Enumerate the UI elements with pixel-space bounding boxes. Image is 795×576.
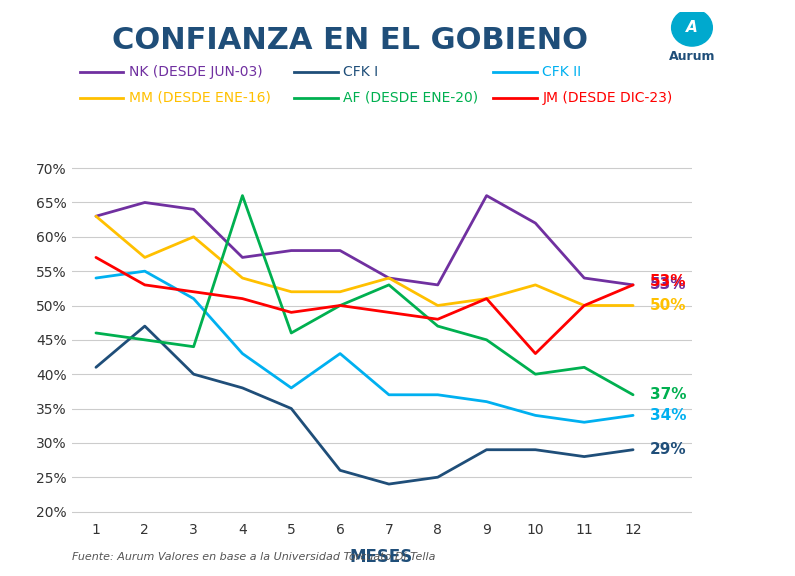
Text: NK (DESDE JUN-03): NK (DESDE JUN-03): [129, 65, 262, 79]
Text: CFK I: CFK I: [343, 65, 378, 79]
Text: JM (DESDE DIC-23): JM (DESDE DIC-23): [542, 91, 673, 105]
Text: Fuente: Aurum Valores en base a la Universidad Torcuato Di Tella: Fuente: Aurum Valores en base a la Unive…: [72, 552, 435, 562]
Text: 29%: 29%: [650, 442, 687, 457]
Text: 34%: 34%: [650, 408, 687, 423]
Text: CONFIANZA EN EL GOBIENO: CONFIANZA EN EL GOBIENO: [112, 26, 588, 55]
Text: AF (DESDE ENE-20): AF (DESDE ENE-20): [343, 91, 479, 105]
Text: Aurum: Aurum: [669, 50, 716, 63]
Circle shape: [672, 9, 712, 46]
Text: CFK II: CFK II: [542, 65, 581, 79]
Text: 53%: 53%: [650, 278, 687, 293]
Text: 53%: 53%: [650, 274, 687, 289]
X-axis label: MESES: MESES: [350, 548, 413, 566]
Text: MM (DESDE ENE-16): MM (DESDE ENE-16): [129, 91, 270, 105]
Text: 37%: 37%: [650, 387, 687, 402]
Text: A: A: [686, 20, 698, 35]
Text: 50%: 50%: [650, 298, 687, 313]
